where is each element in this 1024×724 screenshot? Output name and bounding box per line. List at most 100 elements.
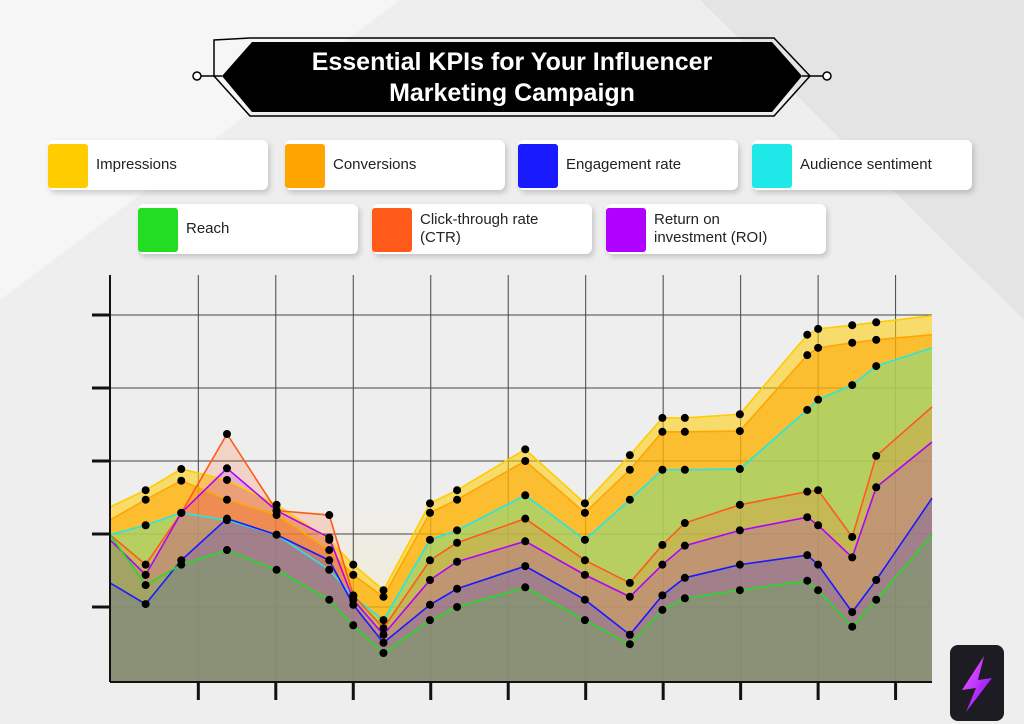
legend-item: Impressions: [48, 140, 268, 190]
data-point: [453, 538, 462, 547]
data-point: [177, 476, 186, 485]
data-point: [814, 343, 823, 352]
series-area: [110, 442, 932, 682]
data-point: [735, 427, 744, 436]
legend-swatch: [752, 144, 792, 188]
data-point: [680, 413, 689, 422]
legend-item: Click-through rate (CTR): [372, 204, 592, 254]
data-point: [872, 335, 881, 344]
data-point: [141, 521, 150, 530]
data-point: [735, 500, 744, 509]
data-point: [521, 514, 530, 523]
data-point: [177, 508, 186, 517]
data-point: [680, 594, 689, 603]
data-point: [580, 570, 589, 579]
data-point: [814, 560, 823, 569]
data-point: [680, 465, 689, 474]
data-point: [222, 495, 231, 504]
data-point: [222, 475, 231, 484]
data-point: [735, 410, 744, 419]
data-point: [521, 537, 530, 546]
data-point: [735, 465, 744, 474]
data-point: [580, 556, 589, 565]
data-point: [272, 506, 281, 515]
data-point: [680, 573, 689, 582]
legend-label: Click-through rate (CTR): [420, 211, 539, 246]
data-point: [658, 560, 667, 569]
data-point: [272, 500, 281, 509]
data-point: [580, 595, 589, 604]
data-point: [521, 445, 530, 454]
data-point: [872, 451, 881, 460]
data-point: [814, 395, 823, 404]
data-point: [848, 321, 857, 330]
data-point: [521, 457, 530, 465]
data-point: [425, 508, 434, 517]
legend-item: Conversions: [285, 140, 505, 190]
data-point: [848, 532, 857, 541]
data-point: [141, 495, 150, 504]
legend-label: Reach: [186, 220, 230, 237]
data-point: [625, 495, 634, 504]
data-point: [658, 465, 667, 474]
data-point: [379, 586, 388, 595]
data-point: [349, 600, 358, 609]
data-point: [379, 638, 388, 647]
legend-item: Return on investment (ROI): [606, 204, 826, 254]
legend-label: Audience sentiment: [800, 156, 932, 173]
data-point: [680, 519, 689, 528]
data-point: [453, 603, 462, 611]
data-point: [425, 556, 434, 565]
data-point: [625, 592, 634, 601]
data-point: [425, 499, 434, 508]
legend-item: Engagement rate: [518, 140, 738, 190]
data-point: [848, 338, 857, 347]
data-point: [848, 381, 857, 390]
data-point: [848, 608, 857, 617]
data-point: [349, 570, 358, 579]
data-point: [379, 616, 388, 625]
legend-item: Audience sentiment: [752, 140, 972, 190]
data-point: [735, 586, 744, 595]
data-point: [848, 553, 857, 562]
data-point: [325, 546, 334, 555]
data-point: [803, 487, 812, 496]
legend-label: Conversions: [333, 156, 417, 173]
data-point: [680, 427, 689, 436]
chart-title: Essential KPIs for Your Influencer Marke…: [311, 48, 713, 107]
data-point: [425, 616, 434, 625]
data-point: [141, 581, 150, 590]
legend-swatch: [606, 208, 646, 252]
series-area: [110, 498, 932, 682]
data-point: [222, 514, 231, 523]
legend-swatch: [285, 144, 325, 188]
data-point: [803, 513, 812, 522]
data-point: [803, 405, 812, 414]
data-point: [814, 486, 823, 495]
data-point: [141, 600, 150, 609]
data-point: [658, 605, 667, 614]
legend-label: Impressions: [96, 156, 177, 173]
data-point: [848, 622, 857, 631]
data-point: [814, 586, 823, 595]
data-point: [425, 600, 434, 609]
banner-frame: [213, 37, 812, 117]
banner: [222, 42, 802, 112]
data-point: [425, 575, 434, 584]
series-area: [110, 406, 932, 682]
data-point: [814, 324, 823, 333]
data-point: [177, 465, 186, 474]
data-point: [580, 535, 589, 544]
data-point: [658, 427, 667, 436]
data-point: [453, 486, 462, 495]
data-point: [521, 583, 530, 592]
data-point: [325, 595, 334, 604]
data-point: [222, 546, 231, 555]
legend-swatch: [138, 208, 178, 252]
data-point: [222, 429, 231, 438]
data-point: [872, 362, 881, 371]
data-point: [272, 530, 281, 539]
